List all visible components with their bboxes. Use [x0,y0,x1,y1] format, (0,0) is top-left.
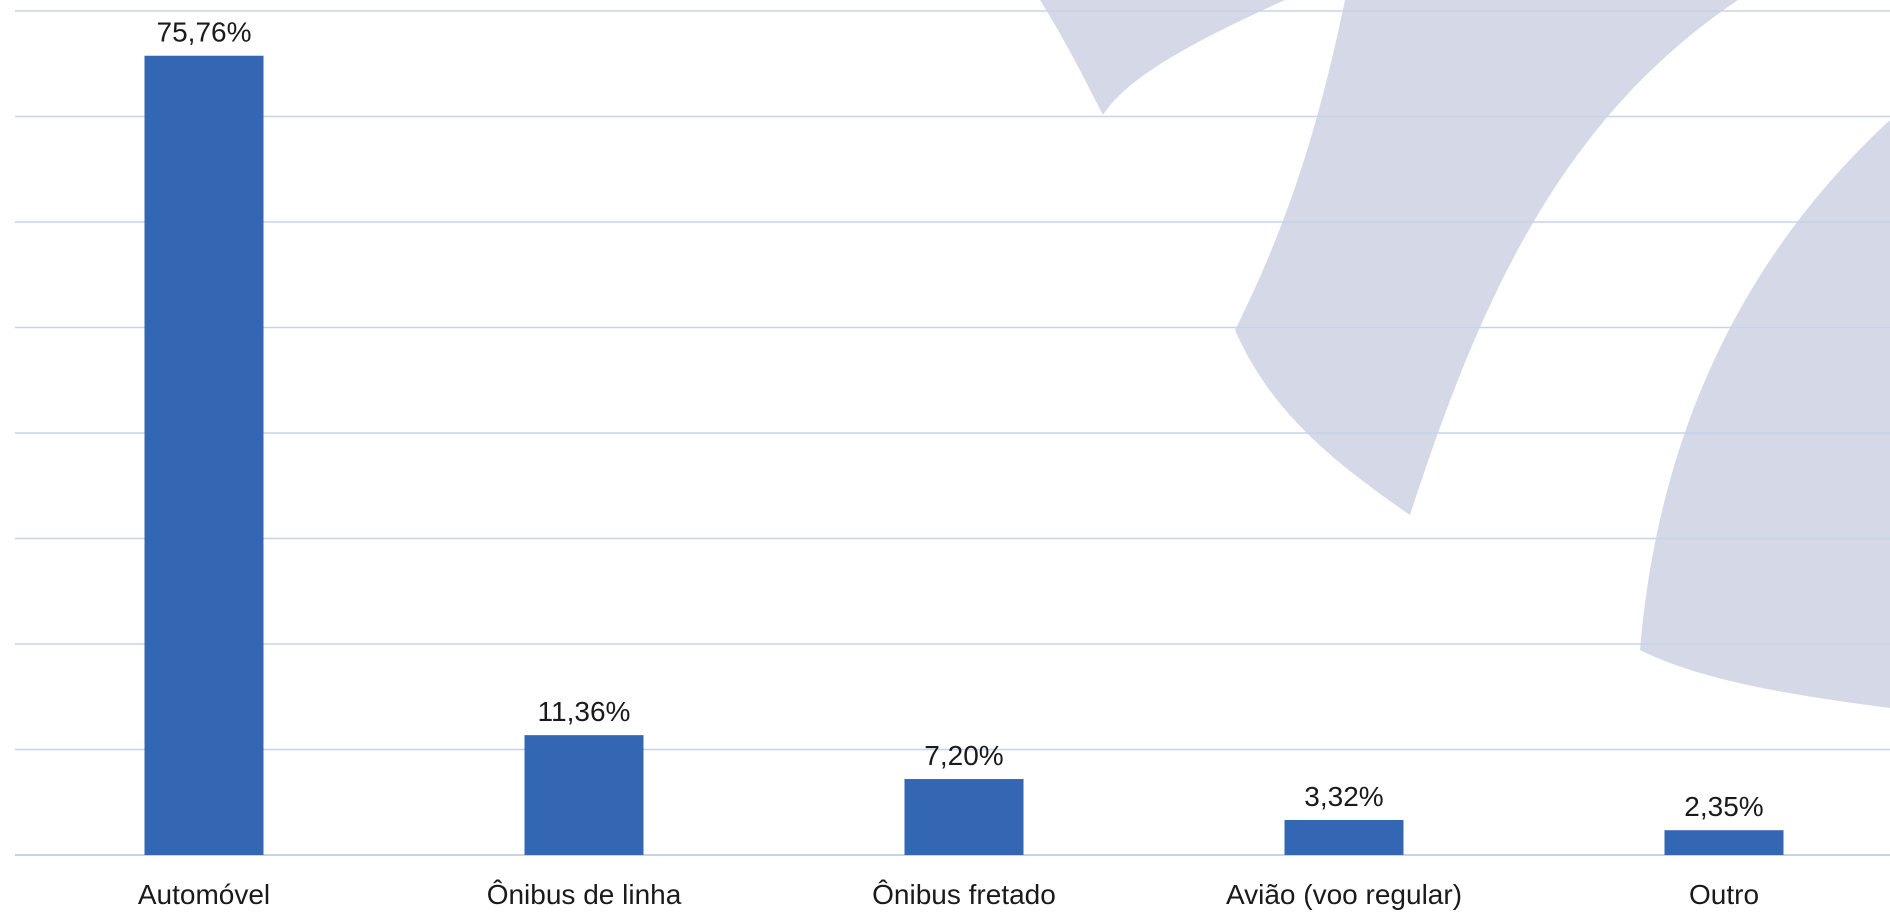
value-label: 75,76% [157,17,252,48]
bar [1665,830,1784,855]
category-label: Avião (voo regular) [1226,879,1462,910]
category-label: Automóvel [138,879,270,910]
bar [1285,820,1404,855]
bar [905,779,1024,855]
value-label: 7,20% [924,740,1003,771]
gridlines [15,11,1890,855]
bar [145,56,264,855]
watermark-arc-3 [1640,120,1890,708]
value-label: 3,32% [1304,781,1383,812]
category-label: Outro [1689,879,1759,910]
category-label: Ônibus fretado [872,879,1056,910]
watermark-arc-2 [1235,0,1738,515]
category-label: Ônibus de linha [487,879,682,910]
category-labels: Automóvel Ônibus de linha Ônibus fretado Av… [138,879,1759,910]
bar [525,735,644,855]
value-label: 2,35% [1684,791,1763,822]
value-label: 11,36% [538,696,631,727]
watermark-logo [1040,0,1890,708]
watermark-arc-1 [1040,0,1285,115]
